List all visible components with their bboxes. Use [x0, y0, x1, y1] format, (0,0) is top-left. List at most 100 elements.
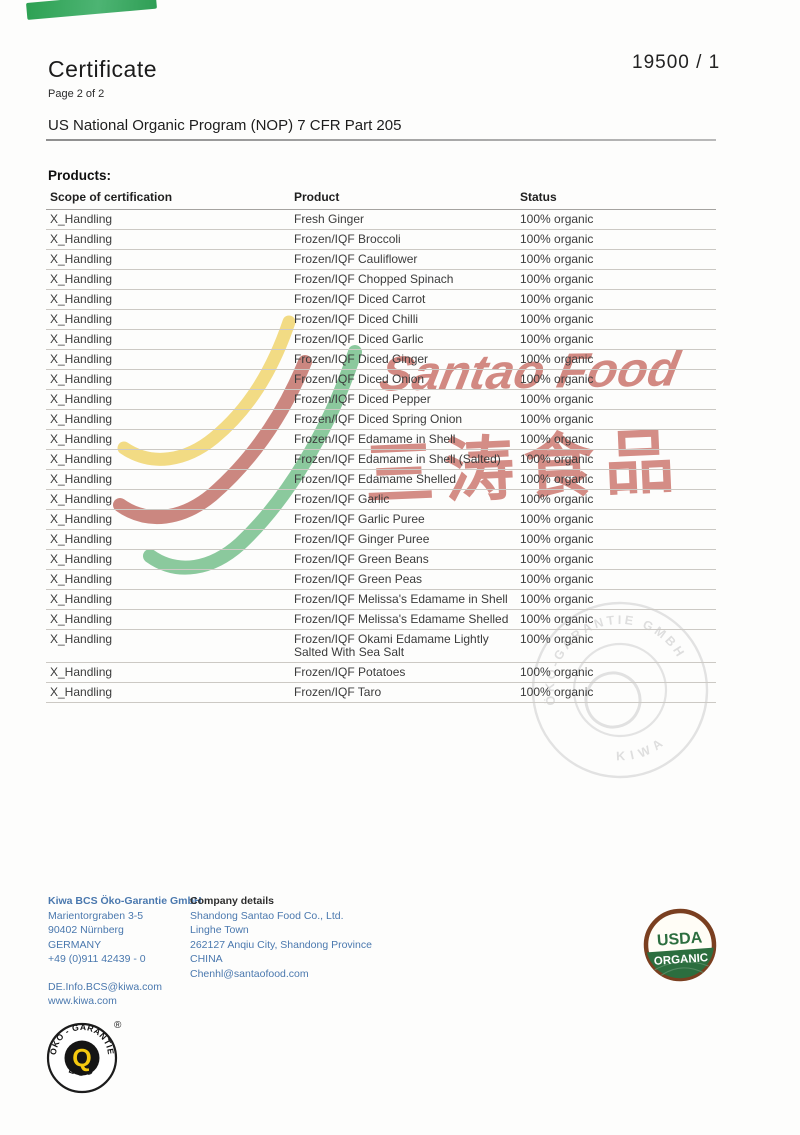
certifier-name: Kiwa BCS Öko-Garantie GmbH: [48, 895, 202, 907]
product-cell: Frozen/IQF Green Beans: [290, 549, 516, 570]
usda-organic-logo: USDA ORGANIC: [643, 908, 717, 982]
status-cell: 100% organic: [516, 449, 716, 470]
company-detail-line: Shandong Santao Food Co., Ltd.: [190, 909, 344, 922]
col-header-product: Product: [290, 190, 516, 210]
status-cell: 100% organic: [516, 389, 716, 410]
scope-cell: X_Handling: [46, 289, 290, 310]
status-cell: 100% organic: [516, 329, 716, 350]
product-cell: Frozen/IQF Edamame Shelled: [290, 469, 516, 490]
table-row: X_Handling Frozen/IQF Edamame in Shell (S…: [46, 449, 716, 470]
status-cell: 100% organic: [516, 469, 716, 490]
table-row: X_Handling Frozen/IQF Potatoes 100% organi…: [46, 662, 716, 683]
scope-cell: X_Handling: [46, 249, 290, 270]
bcs-logo-q-symbol: Q: [72, 1045, 91, 1073]
table-row: X_Handling Frozen/IQF Melissa's Edamame S…: [46, 609, 716, 630]
certifier-address-line: Marientorgraben 3-5: [48, 909, 144, 922]
status-cell: 100% organic: [516, 609, 716, 630]
status-cell: 100% organic: [516, 629, 716, 663]
table-row: X_Handling Frozen/IQF Edamame Shelled 100%…: [46, 469, 716, 490]
products-table: Scope of certification Product Status X_…: [46, 190, 716, 703]
table-row: X_Handling Frozen/IQF Cauliflower 100% org…: [46, 249, 716, 270]
product-cell: Frozen/IQF Diced Pepper: [290, 389, 516, 410]
table-row: X_Handling Frozen/IQF Diced Ginger 100% or…: [46, 349, 716, 370]
product-cell: Frozen/IQF Melissa's Edamame Shelled: [290, 609, 516, 630]
certificate-number: 19500 / 1: [632, 52, 721, 73]
table-row: X_Handling Frozen/IQF Edamame in Shell 100…: [46, 429, 716, 450]
product-cell: Frozen/IQF Diced Onion: [290, 369, 516, 390]
registered-trademark-icon: ®: [114, 1020, 122, 1031]
table-row: X_Handling Frozen/IQF Diced Onion 100% org…: [46, 369, 716, 390]
table-header-row: Scope of certification Product Status: [46, 190, 716, 210]
table-row: X_Handling Frozen/IQF Garlic 100% organic: [46, 489, 716, 510]
certifier-address-line: +49 (0)911 42439 - 0: [48, 953, 146, 965]
status-cell: 100% organic: [516, 289, 716, 310]
company-detail-line: 262127 Anqiu City, Shandong Province: [190, 938, 372, 951]
company-detail-line: Chenhl@santaofood.com: [190, 967, 309, 980]
certifier-address-line: GERMANY: [48, 938, 102, 951]
usda-logo-text-bottom: ORGANIC: [654, 952, 709, 968]
scope-cell: X_Handling: [46, 449, 290, 470]
header-divider: [46, 139, 716, 141]
status-cell: 100% organic: [516, 489, 716, 510]
scope-cell: X_Handling: [46, 429, 290, 450]
product-cell: Frozen/IQF Garlic Puree: [290, 509, 516, 530]
scope-cell: X_Handling: [46, 682, 290, 703]
table-row: X_Handling Frozen/IQF Chopped Spinach 100%…: [46, 269, 716, 290]
col-header-scope: Scope of certification: [46, 190, 290, 210]
certifier-address-line: 90402 Nürnberg: [48, 924, 124, 936]
status-cell: 100% organic: [516, 509, 716, 530]
scope-cell: X_Handling: [46, 209, 290, 230]
certifier-contact-line: www.kiwa.com: [48, 995, 117, 1007]
scope-cell: X_Handling: [46, 269, 290, 290]
table-row: X_Handling Frozen/IQF Diced Carrot 100% or…: [46, 289, 716, 310]
table-row: X_Handling Frozen/IQF Diced Garlic 100% or…: [46, 329, 716, 350]
scope-cell: X_Handling: [46, 389, 290, 410]
status-cell: 100% organic: [516, 209, 716, 230]
certifier-details: Kiwa BCS Öko-Garantie GmbH Marientorgrab…: [48, 894, 201, 1009]
certifier-contact-line: DE.Info.BCS@kiwa.com: [48, 980, 162, 993]
scope-cell: X_Handling: [46, 329, 290, 350]
status-cell: 100% organic: [516, 429, 716, 450]
product-cell: Frozen/IQF Potatoes: [290, 662, 516, 683]
table-row: X_Handling Frozen/IQF Ginger Puree 100% or…: [46, 529, 716, 550]
table-row: X_Handling Fresh Ginger 100% organic: [46, 209, 716, 230]
scope-cell: X_Handling: [46, 469, 290, 490]
status-cell: 100% organic: [516, 549, 716, 570]
company-detail-line: CHINA: [190, 953, 223, 965]
status-cell: 100% organic: [516, 662, 716, 683]
product-cell: Frozen/IQF Diced Garlic: [290, 329, 516, 350]
table-row: X_Handling Frozen/IQF Green Beans 100% org…: [46, 549, 716, 570]
table-row: X_Handling Frozen/IQF Diced Spring Onion 1…: [46, 409, 716, 430]
scope-cell: X_Handling: [46, 569, 290, 590]
product-cell: Frozen/IQF Chopped Spinach: [290, 269, 516, 290]
company-detail-line: Linghe Town: [190, 924, 249, 936]
scope-cell: X_Handling: [46, 309, 290, 330]
status-cell: 100% organic: [516, 369, 716, 390]
status-cell: 100% organic: [516, 589, 716, 610]
product-cell: Frozen/IQF Broccoli: [290, 229, 516, 250]
page-number-note: Page 2 of 2: [48, 88, 105, 100]
product-cell: Frozen/IQF Green Peas: [290, 569, 516, 590]
scope-cell: X_Handling: [46, 609, 290, 630]
status-cell: 100% organic: [516, 249, 716, 270]
table-row: X_Handling Frozen/IQF Broccoli 100% organi…: [46, 229, 716, 250]
product-cell: Frozen/IQF Garlic: [290, 489, 516, 510]
product-cell: Frozen/IQF Melissa's Edamame in Shell: [290, 589, 516, 610]
program-line: US National Organic Program (NOP) 7 CFR …: [48, 117, 402, 134]
scope-cell: X_Handling: [46, 549, 290, 570]
product-cell: Frozen/IQF Edamame in Shell: [290, 429, 516, 450]
status-cell: 100% organic: [516, 229, 716, 250]
table-row: X_Handling Frozen/IQF Diced Pepper 100% or…: [46, 389, 716, 410]
table-row: X_Handling Frozen/IQF Taro 100% organic: [46, 682, 716, 703]
table-row: X_Handling Frozen/IQF Green Peas 100% orga…: [46, 569, 716, 590]
page-title: Certificate: [48, 56, 158, 82]
product-cell: Frozen/IQF Diced Chilli: [290, 309, 516, 330]
table-row: X_Handling Frozen/IQF Diced Chilli 100% or…: [46, 309, 716, 330]
col-header-status: Status: [516, 190, 716, 210]
scope-cell: X_Handling: [46, 629, 290, 663]
table-row: X_Handling Frozen/IQF Garlic Puree 100% or…: [46, 509, 716, 530]
table-row: X_Handling Frozen/IQF Melissa's Edamame i…: [46, 589, 716, 610]
product-cell: Frozen/IQF Taro: [290, 682, 516, 703]
status-cell: 100% organic: [516, 349, 716, 370]
